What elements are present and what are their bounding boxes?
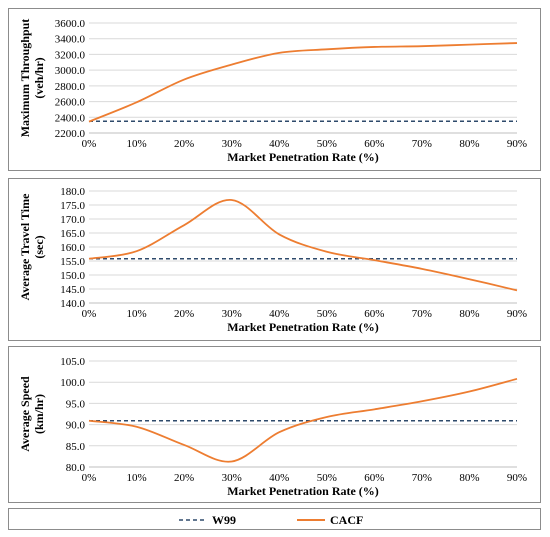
- x-tick-label: 40%: [269, 138, 289, 150]
- x-tick-label: 70%: [412, 308, 432, 320]
- x-tick-label: 60%: [364, 138, 384, 150]
- y-tick-label: 105.0: [60, 356, 85, 368]
- x-tick-label: 70%: [412, 138, 432, 150]
- x-tick-label: 0%: [82, 472, 97, 484]
- x-tick-label: 10%: [126, 472, 146, 484]
- y-tick-label: 100.0: [60, 377, 85, 389]
- chart-svg-throughput: 2200.0 2400.0 2600.0 2800.0 3000.0 3200.0 3400…: [18, 18, 527, 164]
- y-tick-label: 155.0: [60, 256, 85, 268]
- y-tick-label: 165.0: [60, 228, 85, 240]
- y-tick-label: 90.0: [66, 420, 86, 432]
- x-tick-label: 0%: [82, 138, 97, 150]
- y-tick-label: 2400.0: [55, 112, 86, 124]
- chart-panel-speed: 80.0 85.0 90.0 95.0 100.0 105.0 0% 10% 20% 30% 40%…: [8, 346, 541, 503]
- y-axis-title-line: Maximum Throughput: [18, 19, 32, 138]
- x-tick-label: 30%: [222, 308, 242, 320]
- x-tick-label: 20%: [174, 138, 194, 150]
- x-axis-title: Market Penetration Rate (%): [227, 484, 379, 498]
- x-tick-label: 90%: [507, 308, 527, 320]
- chart-svg-speed: 80.0 85.0 90.0 95.0 100.0 105.0 0% 10% 20% 30% 40%…: [18, 356, 527, 498]
- legend-label-cacf: CACF: [330, 513, 363, 527]
- x-tick-label: 50%: [317, 138, 337, 150]
- y-tick-label: 175.0: [60, 200, 85, 212]
- y-tick-label: 95.0: [66, 398, 86, 410]
- x-tick-label: 40%: [269, 472, 289, 484]
- x-tick-label: 10%: [126, 138, 146, 150]
- y-tick-label: 160.0: [60, 242, 85, 254]
- y-tick-label: 3000.0: [55, 65, 86, 77]
- x-tick-label: 0%: [82, 308, 97, 320]
- y-axis-title-line: (veh/hr): [32, 57, 46, 98]
- y-tick-label: 3400.0: [55, 34, 86, 46]
- y-tick-label: 85.0: [66, 441, 86, 453]
- y-tick-label: 170.0: [60, 214, 85, 226]
- chart-svg-travel-time: 140.0 145.0 150.0 155.0 160.0 165.0 170.0 175.0…: [18, 186, 527, 334]
- y-tick-label: 3600.0: [55, 18, 86, 30]
- x-tick-label: 80%: [459, 472, 479, 484]
- y-tick-label: 150.0: [60, 270, 85, 282]
- legend-svg: W99 CACF: [179, 513, 363, 527]
- x-axis-title: Market Penetration Rate (%): [227, 150, 379, 164]
- x-tick-label: 60%: [364, 472, 384, 484]
- y-tick-label: 80.0: [66, 462, 86, 474]
- y-axis-title-line: (km/hr): [32, 394, 46, 434]
- x-tick-label: 50%: [317, 472, 337, 484]
- x-tick-label: 80%: [459, 308, 479, 320]
- y-tick-label: 2200.0: [55, 128, 86, 140]
- x-tick-label: 60%: [364, 308, 384, 320]
- y-tick-label: 2600.0: [55, 97, 86, 109]
- x-tick-label: 40%: [269, 308, 289, 320]
- y-tick-label: 3200.0: [55, 49, 86, 61]
- chart-legend: W99 CACF: [8, 508, 541, 530]
- y-tick-label: 140.0: [60, 298, 85, 310]
- legend-label-w99: W99: [212, 513, 236, 527]
- series-line-cacf: [88, 199, 518, 292]
- series-line-cacf: [88, 42, 518, 123]
- x-axis-title: Market Penetration Rate (%): [227, 320, 379, 334]
- x-tick-label: 10%: [126, 308, 146, 320]
- x-tick-label: 50%: [317, 308, 337, 320]
- y-axis-title-line: Average Speed: [18, 376, 32, 452]
- chart-panel-throughput: 2200.0 2400.0 2600.0 2800.0 3000.0 3200.0 3400…: [8, 8, 541, 171]
- y-axis-title-line: (sec): [32, 235, 46, 258]
- y-axis-title-line: Average Travel Time: [18, 193, 32, 301]
- x-tick-label: 20%: [174, 472, 194, 484]
- x-tick-label: 30%: [222, 138, 242, 150]
- x-tick-label: 30%: [222, 472, 242, 484]
- x-tick-label: 90%: [507, 138, 527, 150]
- y-tick-label: 180.0: [60, 186, 85, 198]
- series-line-cacf: [88, 377, 518, 463]
- x-tick-label: 20%: [174, 308, 194, 320]
- x-tick-label: 90%: [507, 472, 527, 484]
- x-tick-label: 70%: [412, 472, 432, 484]
- y-tick-label: 2800.0: [55, 81, 86, 93]
- chart-panel-travel-time: 140.0 145.0 150.0 155.0 160.0 165.0 170.0 175.0…: [8, 178, 541, 341]
- x-tick-label: 80%: [459, 138, 479, 150]
- y-tick-label: 145.0: [60, 284, 85, 296]
